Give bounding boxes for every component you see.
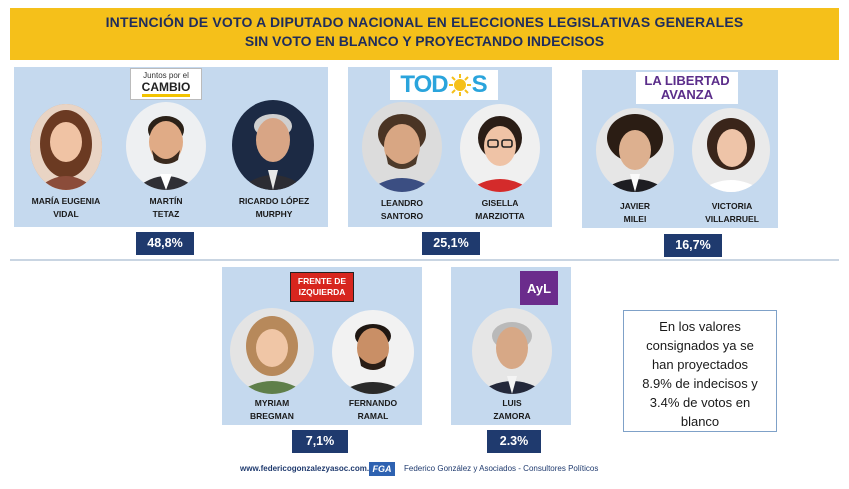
candidate-name-lopez-murphy: RICARDO LÓPEZ MURPHY [226, 195, 322, 221]
autodeterminacion-y-libertad-logo: AyL [520, 271, 558, 305]
candidate-name-line: JAVIER [619, 201, 651, 211]
percentage-frente-de-todos: 25,1% [422, 232, 480, 255]
row-divider [10, 259, 839, 261]
note-line: 3.4% de votos en [649, 395, 751, 410]
candidate-name-line: MILEI [623, 214, 647, 224]
candidate-name-villarruel: VICTORIA VILLARRUEL [690, 200, 774, 226]
candidate-name-tetaz: MARTÍN TETAZ [126, 195, 206, 221]
footer-firm-name: Federico González y Asociados - Consulto… [404, 464, 599, 473]
candidate-photo-villarruel [692, 108, 770, 192]
candidate-name-line: RICARDO LÓPEZ [238, 196, 310, 206]
lla-logo-line2: AVANZA [660, 87, 714, 102]
percentage-juntos-por-el-cambio: 48,8% [136, 232, 194, 255]
candidate-name-bregman: MYRIAM BREGMAN [232, 397, 312, 423]
candidate-name-line: LEANDRO [380, 198, 424, 208]
title-banner: INTENCIÓN DE VOTO A DIPUTADO NACIONAL EN… [10, 8, 839, 60]
candidate-name-line: VICTORIA [711, 201, 753, 211]
candidate-name-line: SANTORO [380, 211, 424, 221]
frente-de-todos-logo: TOD S [390, 70, 498, 100]
candidate-photo-marziotta [460, 104, 540, 192]
candidate-name-line: MARTÍN [149, 196, 183, 206]
candidate-name-vidal: MARÍA EUGENIA VIDAL [14, 195, 118, 221]
title-line-2: SIN VOTO EN BLANCO Y PROYECTANDO INDECIS… [244, 33, 605, 49]
candidate-name-line: VIDAL [53, 209, 79, 219]
lla-logo-line1: LA LIBERTAD [644, 73, 730, 88]
percentage-frente-de-izquierda: 7,1% [292, 430, 348, 453]
todos-logo-text-b: S [471, 71, 488, 98]
candidate-name-line: MARZIOTTA [475, 211, 525, 221]
candidate-name-line: TETAZ [152, 209, 180, 219]
candidate-name-line: FERNANDO [348, 398, 398, 408]
fga-logo: FGA [369, 462, 395, 476]
candidate-photo-vidal [30, 104, 102, 190]
candidate-photo-lopez-murphy [232, 100, 314, 190]
note-line: han proyectados [651, 357, 749, 372]
frente-de-izquierda-logo: FRENTE DE IZQUIERDA [290, 272, 354, 302]
fit-logo-line2: IZQUIERDA [298, 287, 346, 297]
footer: www.federicogonzalezyasoc.com.ar FGA Fed… [0, 460, 849, 480]
candidate-photo-tetaz [126, 102, 206, 190]
fit-logo-line1: FRENTE DE [297, 276, 347, 286]
candidate-name-line: MURPHY [255, 209, 293, 219]
candidate-name-line: MARÍA EUGENIA [31, 196, 101, 206]
candidate-name-santoro: LEANDRO SANTORO [362, 197, 442, 223]
candidate-name-milei: JAVIER MILEI [596, 200, 674, 226]
todos-logo-text-a: TOD [400, 71, 448, 98]
jxc-logo-line2: CAMBIO [141, 81, 191, 97]
note-line: En los valores [659, 319, 741, 334]
note-line: consignados ya se [646, 338, 754, 353]
candidate-name-marziotta: GISELLA MARZIOTTA [460, 197, 540, 223]
la-libertad-avanza-logo: LA LIBERTAD AVANZA [636, 72, 738, 104]
title-line-1: INTENCIÓN DE VOTO A DIPUTADO NACIONAL EN… [105, 14, 744, 30]
candidate-name-line: VILLARRUEL [705, 214, 759, 224]
candidate-name-line: LUIS [502, 398, 522, 408]
note-line: 8.9% de indecisos y [642, 376, 758, 391]
percentage-la-libertad-avanza: 16,7% [664, 234, 722, 257]
candidate-photo-ramal [332, 310, 414, 394]
footer-url: www.federicogonzalezyasoc.com.ar [240, 464, 377, 473]
candidate-name-ramal: FERNANDO RAMAL [332, 397, 414, 423]
sun-icon [448, 74, 471, 96]
candidate-photo-santoro [362, 102, 442, 192]
jxc-logo-line1: Juntos por el [143, 71, 189, 80]
percentage-autodeterminacion-y-libertad: 2.3% [487, 430, 541, 453]
candidate-name-line: MYRIAM [254, 398, 290, 408]
candidate-photo-bregman [230, 308, 314, 394]
candidate-name-line: RAMAL [357, 411, 389, 421]
candidate-name-zamora: LUIS ZAMORA [472, 397, 552, 423]
candidate-name-line: GISELLA [481, 198, 519, 208]
projection-note: En los valores consignados ya se han pro… [623, 310, 777, 432]
candidate-photo-milei [596, 108, 674, 192]
note-line: blanco [680, 414, 720, 429]
candidate-name-line: ZAMORA [493, 411, 531, 421]
candidate-name-line: BREGMAN [250, 411, 294, 421]
ayl-logo-text: AyL [526, 280, 552, 296]
juntos-por-el-cambio-logo: Juntos por el CAMBIO [130, 68, 202, 100]
candidate-photo-zamora [472, 308, 552, 394]
